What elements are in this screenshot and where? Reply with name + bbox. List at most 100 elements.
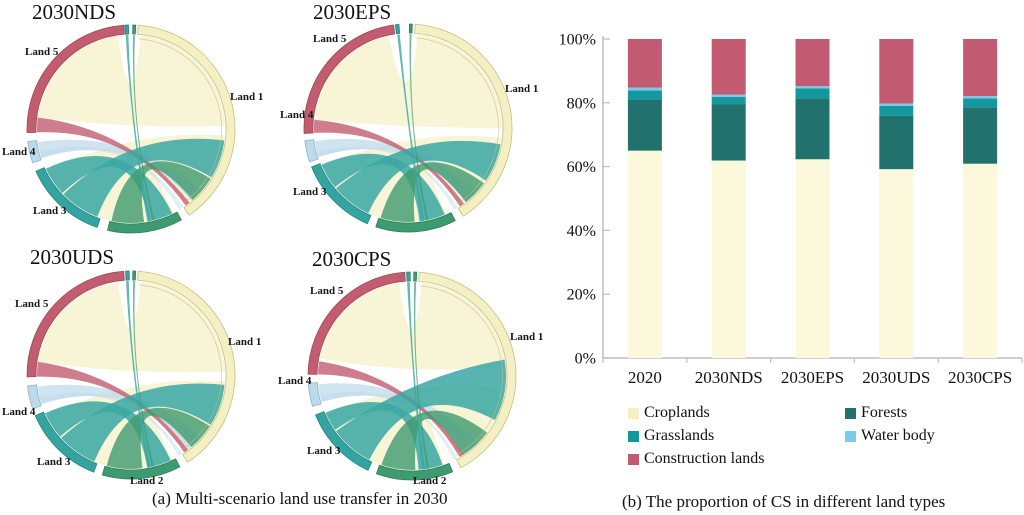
chord-node-label: Land 2 [413,475,447,487]
chord-ribbon-green-7 [381,410,488,470]
chord-diagram-2030uds [26,270,236,480]
bar-segment-2020-croplands [627,150,662,358]
chord-arc-land1 [137,270,236,463]
chord-arc-land1 [414,23,513,217]
chord-ribbon-cream-0 [37,35,225,127]
chord-ribbon-teal-8 [125,35,151,222]
chord-ribbon-teal-5 [61,383,225,462]
chord-ribbon-teal-8 [126,281,151,468]
chord-arc-innerline-land1 [138,38,222,204]
x-category-label: 2030UDS [862,368,930,387]
legend-item-construction-lands: Construction lands [628,450,764,468]
y-tick-label: 80% [567,95,596,112]
chord-node-label: Land 2 [130,475,164,487]
legend-swatch [628,453,639,465]
y-tick-label: 60% [567,159,596,176]
y-tick-label: 20% [567,287,596,304]
chord-arc-land5 [26,270,125,378]
chord-ribbon-rose-4 [314,119,464,207]
chord-node-label: Land 5 [25,46,59,58]
legend-item-grasslands: Grasslands [628,427,714,445]
chord-node-label: Land 1 [230,91,264,103]
bar-segment-2030UDS-forests [879,115,914,170]
chord-arc-land3 [34,411,98,473]
chord-arc-land3 [311,163,372,225]
bar-segment-2030EPS-construction-lands [795,39,830,87]
chord-arc-land2 [132,24,137,35]
panel-b-caption: (b) The proportion of CS in different la… [622,492,946,511]
chord-ribbon-rose-4 [37,361,189,453]
legend-label: Croplands [644,404,710,421]
chord-ribbon-cream-0 [37,281,225,373]
chord-node-label: Land 4 [2,146,36,158]
chord-arc-land5 [26,24,125,134]
chord-arc-land2 [408,23,413,34]
bar-segment-2030EPS-forests [795,98,830,160]
bar-segment-2030NDS-croplands [711,160,746,358]
chord-ribbon-teal-5 [335,359,506,460]
chord-ribbon-green-9 [132,35,155,221]
legend-swatch [628,430,639,442]
chord-ribbon-green-7 [106,407,210,469]
bar-segment-2030NDS-grasslands [711,96,746,105]
legend-item-forests: Forests [845,404,907,422]
legend-swatch [628,407,639,419]
legend-item-croplands: Croplands [628,404,710,422]
chord-arc-land3 [35,167,101,228]
chord-node-label: Land 4 [278,375,312,387]
bar-segment-2020-water-body [627,87,662,91]
legend-swatch [845,407,856,419]
chord-arc-land2 [132,270,137,281]
chord-ribbon-green-9 [132,281,154,467]
chord-arc-land4 [27,140,42,164]
chord-diagram-2030eps [303,23,513,233]
chord-node-label: Land 1 [228,336,262,348]
panel-a-caption: (a) Multi-scenario land use transfer in … [152,489,448,508]
bar-segment-2020-construction-lands [627,39,662,88]
chord-node-label: Land 3 [293,186,327,198]
bar-segment-2030CPS-forests [963,107,998,164]
chord-node-label: Land 3 [307,445,341,457]
legend-label: Forests [861,404,908,421]
chord-ribbon-cream-0 [319,282,506,370]
bar-segment-2030CPS-croplands [963,163,998,358]
chord-arc-land4 [27,384,42,410]
bar-segment-2030EPS-water-body [795,86,830,89]
chord-arc-land2 [375,462,454,481]
chord-arc-land2 [107,211,182,234]
chord-node-label: Land 4 [2,406,36,418]
legend-label: Grasslands [644,427,715,444]
bar-segment-2030UDS-grasslands [879,105,914,116]
chord-arc-land3 [406,271,411,282]
bar-segment-2030CPS-construction-lands [963,39,998,97]
chord-arc-innerline-land1 [415,37,499,205]
bar-segment-2030CPS-water-body [963,96,998,99]
chord-ribbon-teal-8 [407,282,426,470]
chord-title-2030cps: 2030CPS [312,247,392,271]
chord-arc-land5 [303,24,396,134]
x-category-label: 2030NDS [695,368,763,387]
chord-diagram-2030nds [26,24,236,234]
chord-node-label: Land 5 [310,285,344,297]
chord-title-2030uds: 2030UDS [30,245,115,269]
chord-arc-land1 [418,271,517,469]
chord-arc-land3 [125,270,130,281]
chord-ribbon-teal-8 [397,34,425,222]
chord-node-label: Land 5 [313,33,347,45]
bar-segment-2030EPS-croplands [795,159,830,358]
x-category-label: 2020 [628,368,662,387]
chord-ribbon-rose-4 [318,361,464,457]
y-tick-label: 100% [559,32,596,49]
chord-node-label: Land 4 [280,109,314,121]
bar-segment-2030NDS-water-body [711,94,746,97]
bar-segment-2030NDS-construction-lands [711,39,746,95]
bar-segment-2030EPS-grasslands [795,88,830,99]
bar-segment-2020-forests [627,99,662,151]
panel-b-bar-chart: 0% 20% 40% 60% 80% 100% 2020 2030NDS 2030EPS 2030… [559,32,1023,387]
chord-arc-land3 [124,24,130,35]
bar-segment-2030UDS-water-body [879,103,914,106]
legend-label: Construction lands [644,450,765,467]
chord-ribbon-lblue-3 [320,391,458,461]
chord-diagram-2030cps [307,271,517,481]
